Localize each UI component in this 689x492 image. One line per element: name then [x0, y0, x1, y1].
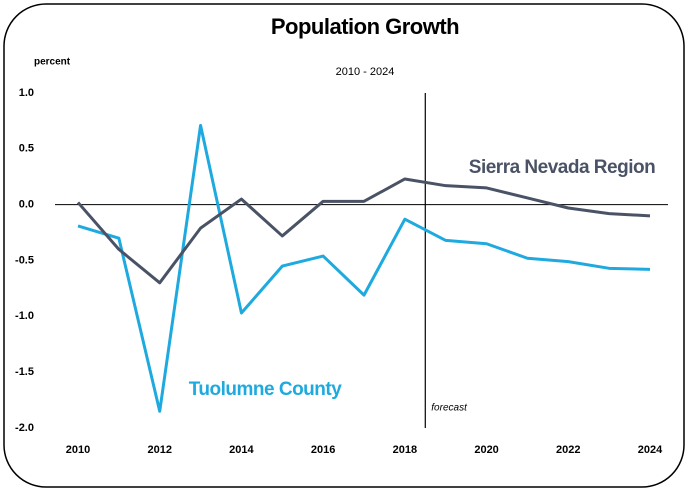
- y-tick-label: -1.5: [15, 366, 34, 378]
- x-tick-label: 2010: [66, 444, 90, 456]
- y-tick-label: 0.5: [19, 143, 34, 155]
- series-label: Tuolumne County: [189, 379, 343, 400]
- x-tick-label: 2014: [229, 444, 254, 456]
- y-axis-label: percent: [34, 57, 71, 68]
- series-line: [76, 177, 651, 285]
- x-tick-label: 2016: [311, 444, 335, 456]
- annotation: forecast: [431, 403, 468, 414]
- y-tick-label: 0.0: [19, 199, 34, 211]
- x-tick-label: 2018: [393, 444, 417, 456]
- x-tick-label: 2020: [474, 444, 498, 456]
- y-tick-label: -0.5: [15, 254, 34, 266]
- y-tick-label: -2.0: [15, 422, 34, 434]
- y-tick-label: 1.0: [19, 87, 34, 99]
- y-tick-label: -1.0: [15, 310, 34, 322]
- chart-subtitle: 2010 - 2024: [336, 66, 395, 78]
- chart-title: Population Growth: [271, 14, 459, 39]
- x-tick-label: 2012: [147, 444, 171, 456]
- x-tick-label: 2024: [638, 444, 663, 456]
- x-tick-label: 2022: [556, 444, 580, 456]
- series-label: Sierra Nevada Region: [469, 157, 655, 178]
- series-line: [77, 123, 651, 413]
- frame: [3, 3, 685, 488]
